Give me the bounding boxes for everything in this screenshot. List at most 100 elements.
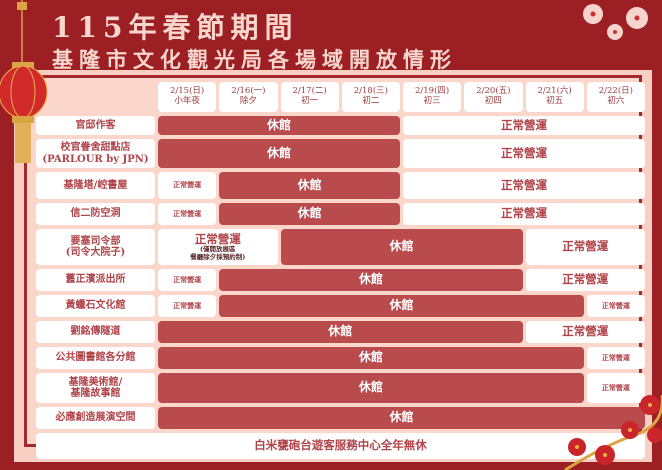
status-note: (僅開放展區 餐廳除夕採預約制)	[190, 245, 246, 261]
venue-name: 要塞司令部 (司令大院子)	[65, 235, 126, 259]
open-status: 正常營運	[586, 295, 645, 317]
venue-name: 公共圖書館各分館	[55, 352, 136, 364]
venue-label: 信二防空洞	[36, 203, 155, 225]
open-status: 正常營運	[525, 229, 645, 265]
status-text: 正常營運	[173, 208, 202, 218]
venue-name: 黃蠟石文化館	[65, 300, 126, 312]
venue-name: 必應創造展演空間	[55, 412, 136, 424]
day-label: 初一	[301, 96, 319, 106]
closed-status: 休館	[219, 203, 400, 225]
date-label: 2/21(六)	[537, 86, 572, 97]
venue-name: 校官眷舍甜點店 (PARLOUR by JPN)	[42, 142, 149, 165]
status-text: 休館	[358, 350, 383, 365]
date-label: 2/22(日)	[598, 86, 633, 97]
date-header: 2/20(五) 初四	[464, 82, 523, 112]
date-header: 2/17(二) 初一	[280, 82, 339, 112]
open-status: 正常營運	[158, 269, 217, 291]
open-status: 正常營運	[525, 269, 645, 291]
venue-label: 要塞司令部 (司令大院子)	[36, 229, 155, 265]
day-label: 除夕	[239, 96, 257, 106]
status-text: 正常營運	[562, 239, 609, 254]
date-label: 2/19(四)	[415, 86, 450, 97]
date-label: 2/16(一)	[231, 86, 266, 97]
status-text: 正常營運	[501, 145, 547, 160]
status-text: 正常營運	[173, 274, 202, 284]
date-header: 2/19(四) 初三	[403, 82, 462, 112]
status-text: 休館	[389, 239, 414, 254]
day-label: 初三	[423, 96, 441, 106]
open-status: 正常營運	[158, 203, 217, 225]
venue-label: 舊正濱派出所	[36, 269, 155, 291]
venue-label: 黃蠟石文化館	[36, 295, 155, 317]
open-status: 正常營運	[586, 347, 645, 369]
page-title: 115年春節期間	[52, 11, 299, 44]
status-text: 正常營運	[173, 300, 202, 310]
day-label: 初二	[362, 96, 380, 106]
status-text: 正常營運	[562, 272, 609, 287]
venue-name: 信二防空洞	[70, 208, 121, 220]
open-status: 正常營運	[586, 373, 645, 403]
day-label: 初六	[607, 96, 625, 106]
open-status: 正常營運	[403, 139, 645, 168]
venue-name: 舊正濱派出所	[65, 274, 126, 286]
status-text: 休館	[389, 410, 414, 425]
open-status: 正常營運	[158, 295, 217, 317]
closed-status: 休館	[219, 295, 584, 317]
status-text: 正常營運	[601, 300, 630, 310]
status-text: 休館	[266, 117, 291, 132]
status-text: 休館	[297, 206, 322, 221]
date-header: 2/16(一) 除夕	[219, 82, 278, 112]
date-header: 2/15(日) 小年夜	[158, 82, 217, 112]
venue-label: 基隆塔/崆書屋	[36, 172, 155, 199]
lantern-icon	[0, 0, 48, 163]
page-subtitle: 基隆市文化觀光局各場域開放情形	[52, 47, 457, 72]
status-text: 正常營運	[562, 324, 609, 339]
open-status: 正常營運	[403, 116, 645, 135]
date-header: 2/18(三) 初二	[341, 82, 400, 112]
date-header: 2/21(六) 初五	[525, 82, 584, 112]
venue-name: 基隆塔/崆書屋	[63, 179, 128, 191]
status-text: 正常營運	[601, 352, 630, 362]
venue-label: 基隆美術館/ 基隆故事館	[36, 373, 155, 403]
day-label: 初五	[546, 96, 564, 106]
status-text: 正常營運	[173, 180, 202, 190]
status-text: 休館	[358, 272, 383, 287]
status-text: 休館	[358, 380, 383, 395]
status-text: 正常營運	[194, 231, 241, 246]
date-header: 2/22(日) 初六	[586, 82, 645, 112]
closed-status: 休館	[219, 172, 400, 199]
closed-status: 休館	[280, 229, 523, 265]
date-label: 2/20(五)	[476, 86, 511, 97]
plum-branch-icon	[564, 395, 662, 470]
venue-label: 官邸作客	[36, 116, 155, 135]
open-status: 正常營運	[403, 203, 645, 225]
venue-label: 公共圖書館各分館	[36, 347, 155, 369]
closed-status: 休館	[158, 347, 584, 369]
schedule-table: 2/15(日) 小年夜 2/16(一) 除夕 2/17(二) 初一 2/18(三) 初二 2/1…	[36, 82, 645, 459]
status-text: 正常營運	[601, 382, 630, 392]
open-status: 正常營運 (僅開放展區 餐廳除夕採預約制)	[158, 229, 278, 265]
footer-note: 白米甕砲台遊客服務中心全年無休	[36, 433, 645, 459]
date-label: 2/17(二)	[292, 86, 327, 97]
status-text: 正常營運	[501, 206, 547, 221]
venue-label: 校官眷舍甜點店 (PARLOUR by JPN)	[36, 139, 155, 168]
closed-status: 休館	[158, 116, 400, 135]
status-text: 正常營運	[501, 117, 547, 132]
open-status: 正常營運	[525, 321, 645, 343]
closed-status: 休館	[158, 139, 400, 168]
date-label: 2/18(三)	[353, 86, 388, 97]
venue-name: 官邸作客	[75, 119, 116, 131]
closed-status: 休館	[158, 373, 584, 403]
status-text: 休館	[389, 298, 414, 313]
open-status: 正常營運	[158, 172, 217, 199]
venue-name: 劉銘傳隧道	[70, 326, 121, 338]
venue-label: 劉銘傳隧道	[36, 321, 155, 343]
venue-name: 基隆美術館/ 基隆故事館	[68, 376, 123, 400]
plum-blossom-icon	[583, 4, 648, 40]
open-status: 正常營運	[403, 172, 645, 199]
day-label: 小年夜	[174, 96, 200, 106]
status-text: 休館	[297, 177, 322, 192]
closed-status: 休館	[219, 269, 523, 291]
date-label: 2/15(日)	[170, 86, 205, 97]
status-text: 正常營運	[501, 177, 547, 192]
